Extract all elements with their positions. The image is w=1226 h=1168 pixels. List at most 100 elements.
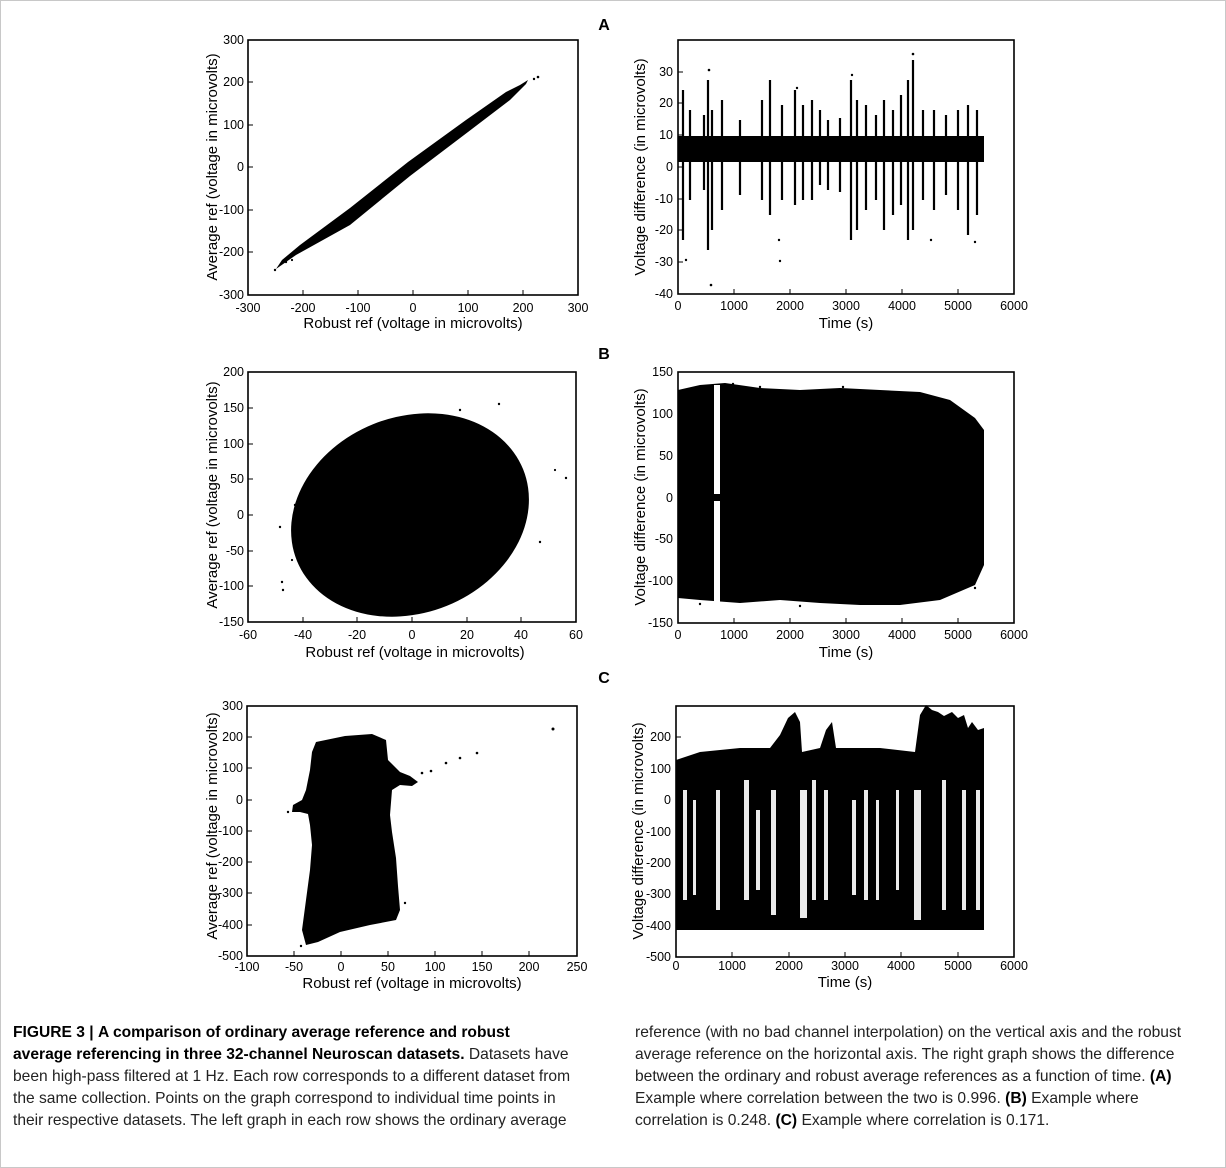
plot-c-right-xlabel: Time (s) bbox=[818, 974, 872, 991]
plot-a-right-xtick: 0 bbox=[675, 299, 682, 313]
plot-a-right-ytick: 0 bbox=[666, 160, 673, 174]
plot-b-right-xtick: 4000 bbox=[888, 628, 916, 642]
plot-b-left-xtick: 0 bbox=[409, 628, 416, 642]
plot-a-left-ytick: 300 bbox=[223, 33, 244, 47]
plot-a-right-ytick: 10 bbox=[659, 128, 673, 142]
plot-c-left-xtick: 250 bbox=[567, 960, 588, 974]
caption-a-label: (A) bbox=[1149, 1068, 1172, 1085]
plot-c-left-xtick: -100 bbox=[234, 960, 259, 974]
plot-a-left-xtick: 0 bbox=[410, 301, 417, 315]
caption-text-right: reference (with no bad channel interpola… bbox=[635, 1024, 1182, 1085]
plot-b-right-ytick: 50 bbox=[659, 449, 673, 463]
plot-a-right-xtick: 6000 bbox=[1000, 299, 1028, 313]
plot-b-right-ytick: -50 bbox=[655, 532, 673, 546]
plot-a-left-xtick: 200 bbox=[513, 301, 534, 315]
plot-a-right-xlabel: Time (s) bbox=[819, 315, 873, 332]
plot-b-right-ytick: 0 bbox=[666, 491, 673, 505]
plot-b-left-ytick: -150 bbox=[219, 615, 244, 629]
plot-a-left-scatter bbox=[276, 80, 528, 269]
plot-a-left-xtick: -200 bbox=[290, 301, 315, 315]
plot-a-right-ylabel: Voltage difference (in microvolts) bbox=[632, 58, 649, 275]
plot-a-right-ytick: -20 bbox=[655, 223, 673, 237]
plot-c-right-xtick: 5000 bbox=[944, 959, 972, 973]
plot-b-right-xtick: 0 bbox=[675, 628, 682, 642]
plot-a-left-ytick: 100 bbox=[223, 118, 244, 132]
plot-c-right-ytick: 100 bbox=[650, 762, 671, 776]
plot-c-right-ytick: -200 bbox=[646, 856, 671, 870]
caption-right-column: reference (with no bad channel interpola… bbox=[635, 1022, 1210, 1132]
panel-label-c: C bbox=[598, 670, 610, 687]
plot-c-right-ytick: -300 bbox=[646, 887, 671, 901]
plot-b-right-xtick: 3000 bbox=[832, 628, 860, 642]
plot-c-left-ytick: 100 bbox=[222, 761, 243, 775]
plot-b-right-xtick: 5000 bbox=[944, 628, 972, 642]
plot-c-right-gaps bbox=[683, 780, 980, 920]
plot-a-right-xtick: 4000 bbox=[888, 299, 916, 313]
panel-label-a: A bbox=[598, 17, 610, 34]
plot-c-right-xtick: 1000 bbox=[718, 959, 746, 973]
plot-a-right: 0 1000 2000 3000 4000 5000 6000 -40 -30 … bbox=[632, 39, 1028, 332]
plot-a-right-ytick: -30 bbox=[655, 255, 673, 269]
plot-b-left-xlabel: Robust ref (voltage in microvolts) bbox=[305, 644, 524, 661]
plot-a-left-xtick: 100 bbox=[458, 301, 479, 315]
plot-a-left-ytick: 200 bbox=[223, 75, 244, 89]
plot-b-left-xtick: 20 bbox=[460, 628, 474, 642]
panel-label-b: B bbox=[598, 346, 610, 363]
plot-b-left-ytick: 50 bbox=[230, 472, 244, 486]
plot-c-left-ytick: -300 bbox=[218, 886, 243, 900]
plot-b-right-ytick: 100 bbox=[652, 407, 673, 421]
plot-c-right-xtick: 0 bbox=[673, 959, 680, 973]
plot-b-left-ytick: -50 bbox=[226, 544, 244, 558]
figure-caption: FIGURE 3 | A comparison of ordinary aver… bbox=[0, 1010, 1226, 1168]
caption-figure-label: FIGURE 3 | bbox=[13, 1024, 94, 1041]
plot-b-right-ytick: -150 bbox=[648, 616, 673, 630]
plot-b-left-ytick: 100 bbox=[223, 437, 244, 451]
plot-a-left-ytick: -200 bbox=[219, 245, 244, 259]
panel-a: A -300 -200 -100 bbox=[204, 17, 1028, 332]
plot-a-left-ytick: -100 bbox=[219, 203, 244, 217]
plot-b-right-xtick: 6000 bbox=[1000, 628, 1028, 642]
plot-c-right: 0 1000 2000 3000 4000 5000 6000 -500 -40… bbox=[630, 705, 1028, 991]
plot-c-right-xtick: 3000 bbox=[831, 959, 859, 973]
plot-b-left-xtick: 40 bbox=[514, 628, 528, 642]
plot-c-left-ytick: -200 bbox=[218, 855, 243, 869]
plot-c-left-scatter bbox=[292, 734, 418, 945]
plot-c-right-ytick: -500 bbox=[646, 950, 671, 964]
plot-a-left-ytick: -300 bbox=[219, 288, 244, 302]
plot-c-right-ytick: 200 bbox=[650, 730, 671, 744]
plot-c-left-frame bbox=[246, 705, 578, 957]
plot-c-right-ylabel: Voltage difference (in microvolts) bbox=[630, 722, 647, 939]
caption-c-text: Example where correlation is 0.171. bbox=[801, 1112, 1050, 1129]
plot-a-left-xtick: -300 bbox=[235, 301, 260, 315]
plot-c-left-ytick: 300 bbox=[222, 699, 243, 713]
plot-b-right-ylabel: Voltage difference (in microvolts) bbox=[632, 388, 649, 605]
plot-a-left-xlabel: Robust ref (voltage in microvolts) bbox=[303, 315, 522, 332]
plot-a-left-xtick: -100 bbox=[345, 301, 370, 315]
plot-c-left-xtick: 150 bbox=[472, 960, 493, 974]
plot-c-left-ytick: 200 bbox=[222, 730, 243, 744]
plot-c-left-xtick: 50 bbox=[381, 960, 395, 974]
plot-b-right-xlabel: Time (s) bbox=[819, 644, 873, 661]
plot-c-left-ylabel: Average ref (voltage in microvolts) bbox=[204, 712, 221, 939]
plot-a-right-frame bbox=[677, 39, 1015, 295]
plot-a-right-ytick: 20 bbox=[659, 96, 673, 110]
plot-b-left: -60 -40 -20 0 20 40 60 -150 -100 -50 0 5… bbox=[204, 365, 583, 661]
plot-c-left-xlabel: Robust ref (voltage in microvolts) bbox=[302, 975, 521, 992]
plot-b-right-xtick: 2000 bbox=[776, 628, 804, 642]
plot-b-left-ylabel: Average ref (voltage in microvolts) bbox=[204, 381, 221, 608]
plot-c-left: -100 -50 0 50 100 150 200 250 -500 -400 … bbox=[204, 699, 587, 992]
figure-3: A -300 -200 -100 bbox=[204, 17, 1028, 992]
plot-b-left-scatter bbox=[291, 413, 529, 617]
caption-b-text: Example where correlation is 0.248. bbox=[635, 1090, 1139, 1129]
plot-c-left-xtick: -50 bbox=[285, 960, 303, 974]
plot-b-right-xtick: 1000 bbox=[720, 628, 748, 642]
plot-b-right-scatter bbox=[678, 383, 984, 605]
caption-b-label: (B) bbox=[1005, 1090, 1027, 1107]
plot-c-left-ytick: -400 bbox=[218, 918, 243, 932]
plot-c-left-ytick: 0 bbox=[236, 793, 243, 807]
plot-b-left-xtick: -40 bbox=[294, 628, 312, 642]
frame-left-line bbox=[0, 0, 1, 1168]
plot-b-left-ytick: 0 bbox=[237, 508, 244, 522]
plot-b-left-ytick: 200 bbox=[223, 365, 244, 379]
plot-a-left-ytick: 0 bbox=[237, 160, 244, 174]
